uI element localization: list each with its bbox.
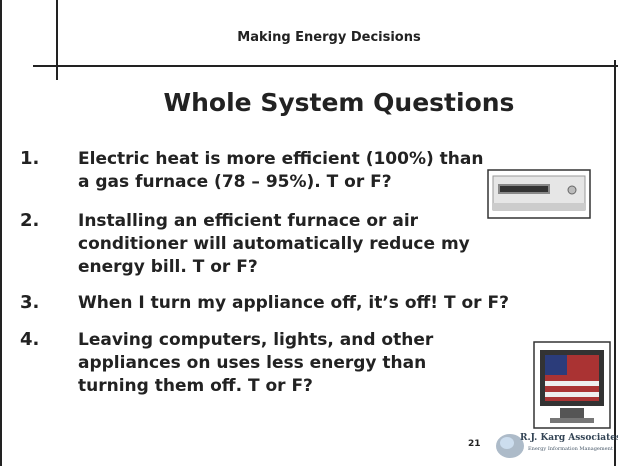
item-text-line: Installing an efficient furnace or air xyxy=(78,210,418,233)
item-text-line: Leaving computers, lights, and other xyxy=(78,329,433,352)
slide-title: Whole System Questions xyxy=(0,88,618,117)
item-number: 3. xyxy=(20,292,39,313)
slide: Making Energy Decisions Whole System Que… xyxy=(0,0,618,466)
item-number: 4. xyxy=(20,329,39,350)
page: {"header": {"title": "Making Energy Deci… xyxy=(0,0,618,466)
logo-tagline: Energy Information Management xyxy=(528,446,613,452)
vcr-image xyxy=(488,170,590,218)
item-text-line: conditioner will automatically reduce my xyxy=(78,233,470,256)
item-text-line: appliances on uses less energy than xyxy=(78,352,426,375)
logo-name: R.J. Karg Associates xyxy=(520,433,618,443)
monitor-image xyxy=(534,342,610,428)
item-text-line: When I turn my appliance off, it’s off! … xyxy=(78,292,509,315)
item-text-line: Electric heat is more efficient (100%) t… xyxy=(78,148,483,171)
item-text-line: energy bill. T or F? xyxy=(78,256,258,279)
header-title: Making Energy Decisions xyxy=(0,30,618,45)
page-number: 21 xyxy=(468,439,481,449)
item-text-line: a gas furnace (78 – 95%). T or F? xyxy=(78,171,392,194)
item-number: 1. xyxy=(20,148,39,169)
item-text-line: turning them off. T or F? xyxy=(78,375,313,398)
item-number: 2. xyxy=(20,210,39,231)
